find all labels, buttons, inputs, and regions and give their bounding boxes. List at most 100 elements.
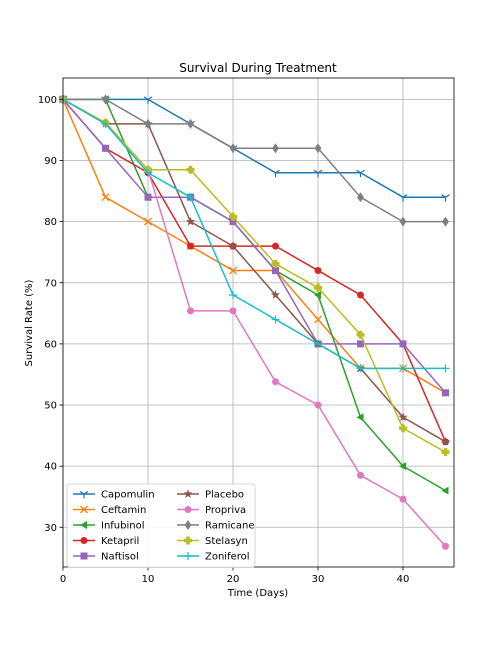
y-tick-label: 30	[44, 523, 57, 534]
data-point-ketapril	[187, 242, 194, 250]
legend-label: Stelasyn	[205, 536, 248, 547]
data-point-infubinol	[441, 486, 449, 495]
legend-label: Naftisol	[101, 552, 139, 563]
data-point-propriva	[314, 401, 322, 409]
chart-title: Survival During Treatment	[179, 61, 337, 75]
x-tick-label: 0	[60, 574, 66, 585]
legend-swatch-marker	[80, 552, 88, 560]
data-point-propriva	[357, 471, 364, 479]
data-point-naftisol	[229, 218, 237, 226]
data-point-ramicane	[187, 118, 194, 129]
legend-swatch-marker	[80, 521, 87, 529]
data-point-stelasyn	[229, 212, 237, 221]
legend-entry-placebo: Placebo	[177, 489, 244, 501]
series-line-naftisol	[62, 98, 447, 394]
legend-swatch-marker	[184, 552, 192, 560]
plot-frame	[62, 77, 455, 568]
data-point-placebo	[185, 216, 196, 226]
data-point-stelasyn	[399, 424, 408, 433]
y-axis-label: Survival Rate (%)	[24, 279, 35, 366]
legend-label: Ceftamin	[101, 505, 146, 516]
data-point-infubinol	[314, 290, 321, 299]
data-point-ceftamin	[144, 217, 152, 226]
data-point-zoniferol	[101, 119, 110, 128]
data-point-ceftamin	[314, 315, 322, 324]
legend-label: Placebo	[205, 490, 244, 501]
x-tick-label: 30	[312, 574, 325, 585]
data-point-capomulin	[271, 169, 280, 178]
data-point-ramicane	[314, 143, 322, 154]
data-point-naftisol	[272, 267, 279, 275]
data-point-naftisol	[399, 340, 407, 348]
legend-swatch-marker	[183, 489, 193, 498]
legend-swatch-marker	[184, 506, 192, 513]
legend-entry-ceftamin: Ceftamin	[73, 505, 146, 516]
series-zoniferol	[59, 95, 450, 373]
y-tick-label: 100	[38, 95, 57, 106]
legend-entry-infubinol: Infubinol	[73, 521, 145, 532]
data-point-capomulin	[441, 194, 450, 202]
legend-entry-zoniferol: Zoniferol	[177, 552, 250, 563]
legend-entry-propriva: Propriva	[177, 505, 246, 516]
data-point-zoniferol	[399, 364, 407, 373]
series-line-stelasyn	[62, 98, 446, 453]
data-point-zoniferol	[144, 168, 152, 177]
legend-entry-ramicane: Ramicane	[177, 520, 255, 532]
data-point-capomulin	[143, 96, 153, 104]
data-point-naftisol	[144, 193, 152, 201]
legend-entry-naftisol: Naftisol	[73, 552, 139, 563]
series-line-zoniferol	[62, 98, 446, 370]
series-line-capomulin	[63, 98, 446, 198]
legend-entry-capomulin: Capomulin	[73, 490, 155, 501]
data-point-ceftamin	[229, 266, 237, 275]
legend-swatch-marker	[80, 537, 88, 544]
data-point-stelasyn	[186, 165, 195, 174]
data-point-stelasyn	[271, 259, 280, 268]
data-point-propriva	[399, 495, 407, 503]
series-layer	[58, 94, 451, 550]
legend-label: Infubinol	[101, 521, 145, 532]
data-point-ketapril	[357, 291, 364, 299]
legend-swatch-marker	[184, 536, 192, 545]
data-point-ramicane	[357, 192, 364, 203]
data-point-capomulin	[356, 169, 365, 178]
legend-frame	[66, 483, 256, 568]
legend-swatch-marker	[80, 505, 88, 514]
series-stelasyn	[59, 95, 450, 457]
x-tick-label: 10	[142, 574, 155, 585]
legend-entry-stelasyn: Stelasyn	[177, 536, 248, 547]
series-naftisol	[59, 95, 449, 397]
data-point-placebo	[270, 290, 281, 299]
data-point-ceftamin	[101, 193, 110, 202]
y-tick-label: 70	[44, 278, 57, 289]
data-point-ketapril	[314, 267, 322, 275]
data-point-ramicane	[102, 94, 109, 105]
data-point-zoniferol	[356, 364, 365, 373]
data-point-naftisol	[357, 340, 364, 348]
x-tick-label: 40	[397, 574, 410, 585]
data-point-propriva	[272, 378, 279, 386]
legend-label: Capomulin	[101, 490, 155, 501]
data-point-ramicane	[442, 216, 449, 227]
y-tick-label: 40	[44, 462, 57, 473]
data-point-zoniferol	[441, 364, 450, 373]
data-point-zoniferol	[314, 339, 322, 348]
data-point-capomulin	[398, 194, 408, 202]
series-propriva	[59, 95, 449, 550]
legend-swatch-marker	[184, 520, 192, 530]
legend-label: Ramicane	[205, 521, 255, 532]
data-point-propriva	[442, 542, 449, 550]
series-line-ramicane	[63, 98, 446, 223]
data-point-ramicane	[144, 118, 152, 129]
data-point-placebo	[440, 436, 451, 446]
data-point-capomulin	[313, 169, 323, 178]
x-axis-label: Time (Days)	[227, 588, 289, 599]
data-point-ketapril	[272, 242, 279, 250]
data-point-placebo	[398, 412, 408, 422]
series-capomulin	[58, 96, 450, 202]
legend-entry-ketapril: Ketapril	[73, 536, 139, 547]
legend-label: Zoniferol	[205, 552, 250, 563]
data-point-infubinol	[399, 462, 406, 471]
data-point-ramicane	[272, 143, 279, 154]
